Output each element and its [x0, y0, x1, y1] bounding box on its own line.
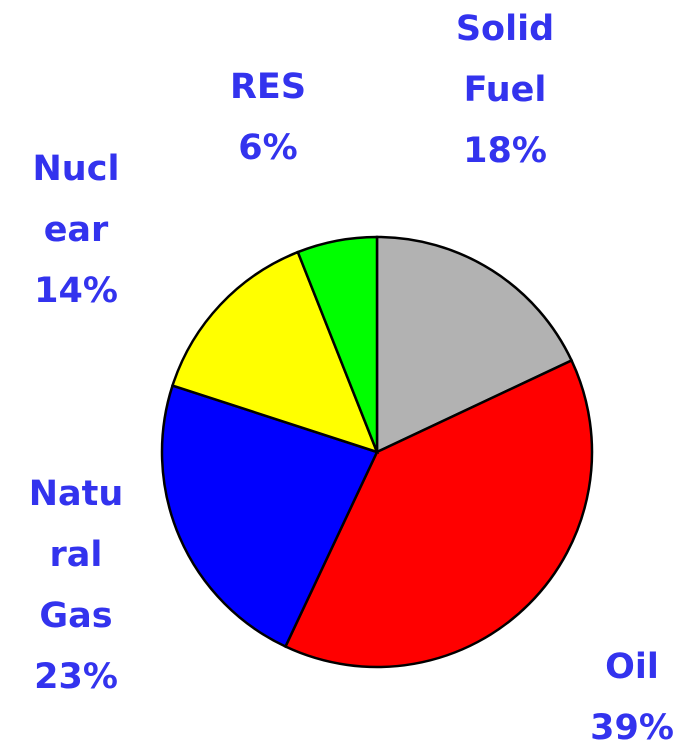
slice-label: Natu ral Gas: [29, 474, 124, 636]
pie-slice: [170, 250, 380, 455]
pie-slice: [296, 235, 379, 453]
pie-slice: [375, 235, 574, 454]
slice-value-label: 39%: [590, 708, 674, 740]
slice-label: Solid Fuel: [456, 9, 554, 110]
slice-label: Oil: [605, 647, 659, 687]
slice-label: Nucl ear: [33, 149, 120, 250]
pie-slice: [283, 358, 594, 669]
slice-label: RES: [230, 67, 306, 107]
slice-value-label: 6%: [238, 128, 297, 168]
slice-value-label: 14%: [34, 271, 118, 311]
slice-value-label: 23%: [34, 657, 118, 697]
slice-value-label: 18%: [463, 131, 547, 171]
pie-slice: [160, 383, 379, 649]
